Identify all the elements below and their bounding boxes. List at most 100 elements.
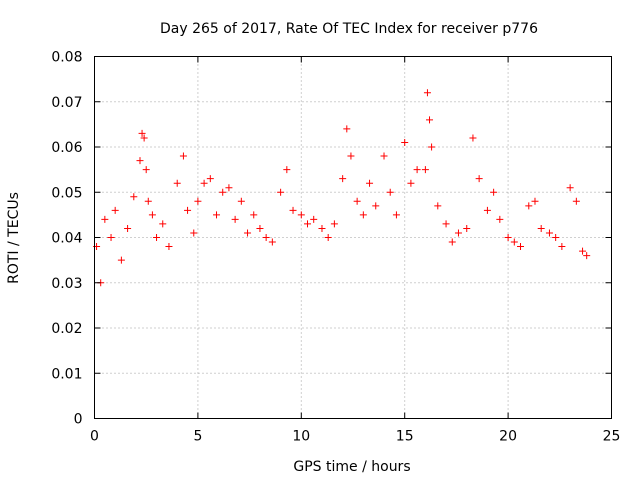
data-point [347,152,355,160]
grid-lines [94,56,612,419]
data-point [250,211,258,219]
data-point [310,215,318,223]
data-point [407,179,415,187]
data-point [144,197,152,205]
data-point [475,175,483,183]
data-point [194,197,202,205]
plot-frame [94,56,612,419]
y-tick-label: 0.04 [51,231,82,247]
data-point [353,197,361,205]
data-point [545,229,553,237]
data-point [330,220,338,228]
data-point [142,166,150,174]
data-point [107,234,115,241]
data-point [136,157,144,165]
data-point [359,211,367,219]
x-tick-label: 20 [499,429,517,445]
y-tick-label: 0.01 [51,366,82,382]
data-point [525,202,533,210]
data-point [531,197,539,205]
data-point [380,152,388,160]
data-point [434,202,442,210]
data-point [537,224,545,232]
data-point [579,247,587,255]
data-point [237,197,245,205]
data-point [386,188,394,196]
data-point [153,234,161,241]
data-point [200,179,208,187]
data-point [213,211,221,219]
data-point [324,234,332,241]
y-tick-label: 0.06 [51,140,82,156]
data-point [392,211,400,219]
x-axis-title: GPS time / hours [293,459,410,475]
data-point [558,243,566,251]
data-point [262,234,270,241]
data-point [339,175,347,183]
data-point [225,184,233,192]
y-axis-title: ROTI / TECUs [6,192,22,284]
y-tick-label: 0.05 [51,185,82,201]
x-tick-labels: 0 5 10 15 20 25 [90,429,620,445]
data-point [173,179,181,187]
data-point [504,234,512,241]
data-point [256,224,264,232]
data-point [283,166,291,174]
data-point [490,188,498,196]
data-point [101,215,109,223]
data-point [231,215,239,223]
data-point [165,243,173,251]
data-point [159,220,167,228]
data-point [138,129,146,137]
y-tick-labels: 0 0.01 0.02 0.03 0.04 0.05 0.06 0.07 0.08 [51,50,82,428]
data-point [469,134,477,142]
data-point [244,229,252,237]
data-point [454,229,462,237]
data-point [463,224,471,232]
data-point [517,243,525,251]
data-point [124,224,132,232]
data-point [401,138,409,146]
data-point [421,166,429,174]
y-tick-label: 0.03 [51,276,82,292]
x-tick-label: 0 [90,429,99,445]
data-point [304,220,312,228]
data-point [219,188,227,196]
data-point [318,224,326,232]
x-tick-label: 25 [603,429,621,445]
data-point [289,206,297,214]
data-point [366,179,374,187]
data-point [111,206,119,214]
data-point [448,238,456,246]
data-point [566,184,574,192]
data-point [583,252,591,260]
data-point [572,197,580,205]
data-point [140,134,148,142]
data-point [510,238,518,246]
data-point [483,206,491,214]
data-point [428,143,436,151]
x-tick-label: 10 [292,429,310,445]
x-tick-label: 5 [193,429,202,445]
chart-title: Day 265 of 2017, Rate Of TEC Index for r… [160,21,538,37]
data-point [277,188,285,196]
data-point [297,211,305,219]
data-point [117,256,125,264]
data-point [343,125,351,133]
data-point [442,220,450,228]
y-tick-label: 0 [74,412,83,428]
y-tick-label: 0.08 [51,50,82,66]
data-point [423,89,431,97]
data-point [130,193,138,201]
data-point [190,229,198,237]
data-point [426,116,434,124]
axis-ticks [94,56,612,419]
data-point [206,175,214,183]
data-point [184,206,192,214]
data-point [179,152,187,160]
data-point [148,211,156,219]
data-point [372,202,380,210]
x-tick-label: 15 [396,429,414,445]
y-tick-label: 0.02 [51,321,82,337]
